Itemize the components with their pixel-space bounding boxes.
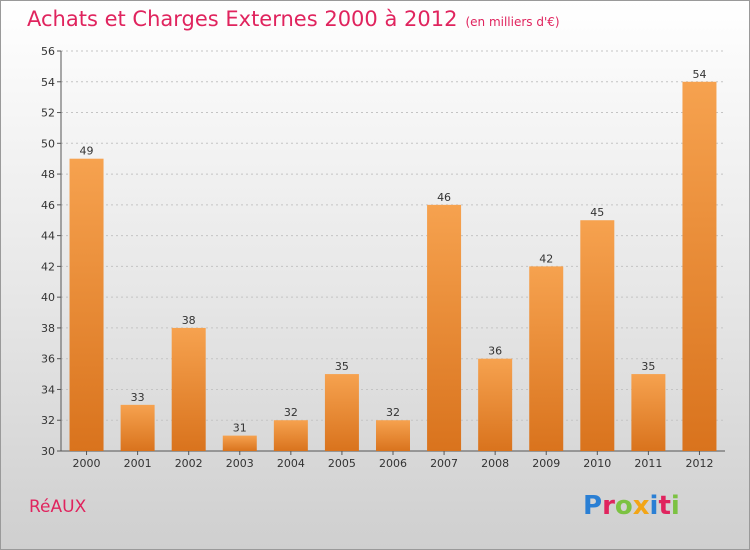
brand-letter: x <box>632 491 650 521</box>
bar <box>222 435 257 451</box>
brand-letter: o <box>614 491 633 521</box>
data-label: 54 <box>692 68 706 81</box>
x-tick-label: 2010 <box>583 457 611 470</box>
brand-letter: r <box>602 491 615 521</box>
x-tick-label: 2009 <box>532 457 560 470</box>
y-tick-label: 52 <box>41 107 55 120</box>
x-tick-label: 2007 <box>430 457 458 470</box>
data-label: 31 <box>233 422 247 435</box>
data-label: 38 <box>182 314 196 327</box>
bar <box>324 374 359 451</box>
bar <box>120 404 155 451</box>
y-tick-label: 54 <box>41 76 55 89</box>
y-tick-label: 32 <box>41 414 55 427</box>
data-label: 33 <box>131 391 145 404</box>
y-tick-label: 30 <box>41 445 55 458</box>
chart-title: Achats et Charges Externes 2000 à 2012 (e… <box>27 7 560 31</box>
bar <box>427 204 462 451</box>
x-tick-label: 2004 <box>277 457 305 470</box>
brand-logo: Proxiti <box>583 491 680 521</box>
brand-letter: i <box>670 491 680 521</box>
data-label: 46 <box>437 191 451 204</box>
y-tick-label: 34 <box>41 383 55 396</box>
data-label: 36 <box>488 345 502 358</box>
x-tick-label: 2006 <box>379 457 407 470</box>
y-tick-label: 50 <box>41 137 55 150</box>
y-tick-label: 40 <box>41 291 55 304</box>
x-tick-label: 2011 <box>634 457 662 470</box>
brand-letter: i <box>649 491 659 521</box>
x-tick-label: 2008 <box>481 457 509 470</box>
bar <box>682 81 717 452</box>
data-label: 32 <box>386 406 400 419</box>
brand-letter: t <box>658 491 671 521</box>
x-tick-label: 2012 <box>685 457 713 470</box>
bar <box>478 358 513 451</box>
bar <box>631 374 666 451</box>
x-tick-label: 2003 <box>226 457 254 470</box>
y-tick-label: 56 <box>41 45 55 58</box>
data-label: 45 <box>590 206 604 219</box>
commune-name: RéAUX <box>29 497 87 517</box>
brand-letter: P <box>583 491 603 521</box>
data-label: 35 <box>641 360 655 373</box>
bar <box>69 158 104 451</box>
title-text: Achats et Charges Externes 2000 à 2012 <box>27 7 458 31</box>
y-tick-label: 46 <box>41 199 55 212</box>
data-label: 49 <box>80 145 94 158</box>
unit-label: (en milliers d'€) <box>465 15 560 29</box>
y-tick-label: 44 <box>41 230 55 243</box>
bar <box>273 420 308 451</box>
bar <box>580 220 615 451</box>
data-label: 35 <box>335 360 349 373</box>
y-tick-label: 36 <box>41 353 55 366</box>
y-tick-label: 48 <box>41 168 55 181</box>
x-tick-label: 2001 <box>124 457 152 470</box>
y-tick-label: 38 <box>41 322 55 335</box>
bar <box>171 327 206 451</box>
y-tick-label: 42 <box>41 260 55 273</box>
bar <box>529 266 564 451</box>
x-tick-label: 2002 <box>175 457 203 470</box>
bar <box>376 420 410 451</box>
x-tick-label: 2000 <box>73 457 101 470</box>
data-label: 32 <box>284 406 298 419</box>
x-tick-label: 2005 <box>328 457 356 470</box>
data-label: 42 <box>539 252 553 265</box>
